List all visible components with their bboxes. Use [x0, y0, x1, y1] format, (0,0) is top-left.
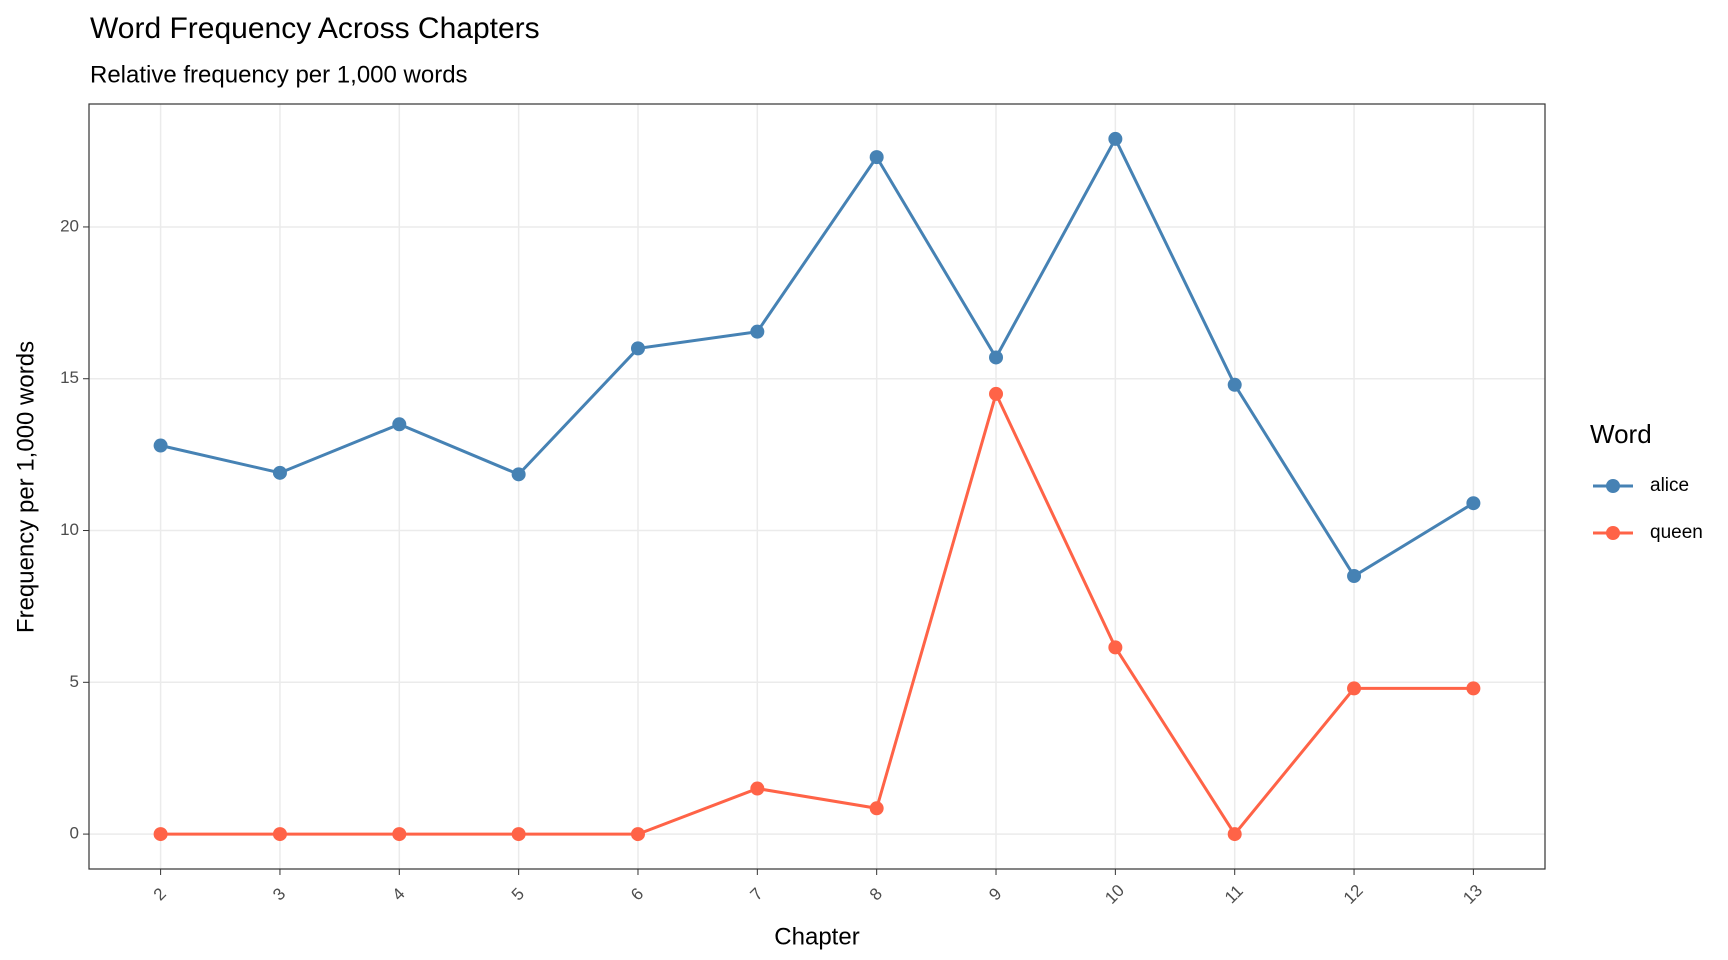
y-tick-label: 0: [70, 824, 79, 843]
point: [869, 801, 884, 816]
y-axis-label: Frequency per 1,000 words: [12, 341, 39, 633]
x-tick-label: 7: [747, 884, 767, 904]
chart-title: Word Frequency Across Chapters: [90, 12, 540, 45]
point: [630, 827, 645, 842]
x-tick-label: 12: [1340, 881, 1367, 908]
series-line: [160, 135, 1475, 579]
point: [1466, 496, 1481, 511]
point: [750, 781, 765, 796]
point: [1227, 377, 1242, 392]
point: [153, 438, 168, 453]
point: [153, 827, 168, 842]
x-tick-label: 6: [627, 884, 647, 904]
point: [511, 827, 526, 842]
y-tick-label: 10: [60, 520, 79, 539]
panel-border: [88, 103, 1546, 870]
y-tick-label: 5: [70, 672, 79, 691]
x-tick-label: 8: [866, 884, 886, 904]
point: [392, 827, 407, 842]
x-tick-label: 3: [269, 884, 289, 904]
x-tick-label: 5: [508, 884, 528, 904]
point: [1108, 131, 1123, 146]
point: [392, 417, 407, 432]
point: [630, 341, 645, 356]
x-tick-label: 4: [389, 884, 409, 904]
y-tick-label: 15: [60, 368, 79, 387]
point: [1466, 681, 1481, 696]
point: [1227, 827, 1242, 842]
legend-label: alice: [1650, 475, 1689, 496]
x-tick-label: 9: [985, 884, 1005, 904]
x-axis-label: Chapter: [774, 923, 859, 950]
series-line: [160, 389, 1474, 837]
chart-subtitle: Relative frequency per 1,000 words: [90, 61, 468, 88]
point: [1347, 681, 1362, 696]
legend-title: Word: [1590, 419, 1652, 449]
point: [1347, 569, 1362, 584]
point: [511, 467, 526, 482]
legend-label: queen: [1650, 522, 1703, 543]
point: [272, 827, 287, 842]
point: [989, 386, 1004, 401]
x-tick-label: 13: [1459, 881, 1486, 908]
point: [989, 350, 1004, 365]
point: [1108, 640, 1123, 655]
legend-point: [1606, 526, 1620, 540]
point: [869, 150, 884, 165]
y-tick-label: 20: [60, 216, 79, 235]
x-tick-label: 2: [150, 884, 170, 904]
legend-point: [1606, 479, 1620, 493]
x-tick-label: 11: [1221, 881, 1247, 907]
point: [750, 324, 765, 339]
point: [272, 465, 287, 480]
x-tick-label: 10: [1101, 881, 1128, 908]
